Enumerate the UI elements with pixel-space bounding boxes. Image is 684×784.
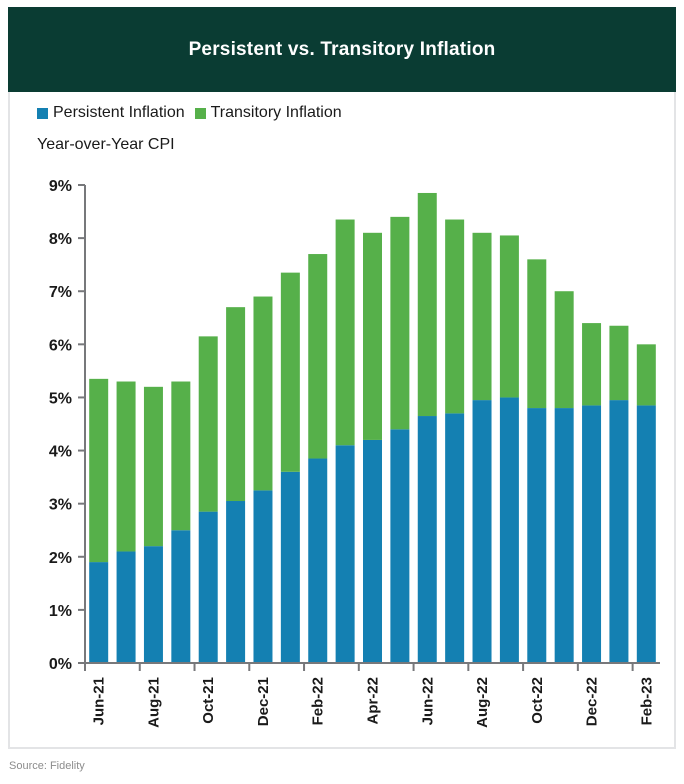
y-axis-label: 8%: [49, 231, 72, 248]
bar-persistent-segment: [417, 416, 437, 663]
stacked-bar-chart: 0% 1% 2% 3% 4% 5% 6% 7% 8% 9% Jun-21 Aug-21 Oct-21 De…: [49, 178, 660, 728]
y-axis-label: 7%: [49, 284, 72, 301]
bar-persistent-segment: [171, 530, 191, 663]
bar-transitory-segment: [472, 232, 492, 401]
bar-persistent-segment: [116, 551, 136, 663]
y-axis-label: 4%: [49, 444, 72, 461]
bar-persistent-segment: [89, 562, 109, 663]
chart-card-body: Persistent Inflation Transitory Inflatio…: [8, 92, 676, 749]
bar-transitory-segment: [280, 272, 300, 472]
legend-label-persistent: Persistent Inflation: [53, 104, 185, 121]
bar-transitory-segment: [253, 296, 273, 491]
x-axis-label: Dec-22: [584, 677, 601, 726]
legend-item-persistent: Persistent Inflation: [37, 104, 185, 122]
bar-transitory-segment: [89, 378, 109, 563]
bar-transitory-segment: [417, 192, 437, 417]
bar-transitory-segment: [554, 291, 574, 409]
chart-area: 0% 1% 2% 3% 4% 5% 6% 7% 8% 9% Jun-21 Aug-21 Oct-21 De…: [10, 158, 674, 748]
bar-persistent-segment: [335, 445, 355, 663]
bar-transitory-segment: [390, 216, 410, 430]
y-axis-label: 6%: [49, 337, 72, 354]
x-axis-label: Aug-22: [474, 677, 491, 728]
bar-persistent-segment: [499, 397, 519, 663]
bar-transitory-segment: [527, 259, 547, 409]
bar-persistent-segment: [308, 458, 328, 663]
x-axis-label: Oct-22: [529, 677, 546, 724]
legend-swatch-persistent: [37, 107, 48, 119]
bar-persistent-segment: [609, 400, 629, 663]
x-axis-label: Jun-22: [419, 677, 436, 725]
y-axis-label: 2%: [49, 550, 72, 567]
chart-card: Persistent vs. Transitory Inflation Pers…: [8, 7, 676, 749]
y-axis-label: 3%: [49, 497, 72, 514]
x-axis-label: Feb-23: [638, 677, 655, 725]
bar-transitory-segment: [636, 344, 656, 406]
bar-persistent-segment: [445, 413, 465, 663]
bar-transitory-segment: [445, 219, 465, 414]
bar-transitory-segment: [609, 325, 629, 401]
bar-transitory-segment: [143, 386, 163, 547]
bar-transitory-segment: [171, 381, 191, 531]
bar-transitory-segment: [335, 219, 355, 446]
legend: Persistent Inflation Transitory Inflatio…: [10, 102, 674, 124]
bar-persistent-segment: [636, 405, 656, 663]
y-axis-label: 9%: [49, 178, 72, 195]
bar-transitory-segment: [363, 232, 382, 440]
bar-persistent-segment: [554, 408, 574, 663]
bar-transitory-segment: [499, 235, 519, 398]
y-axis-label: 0%: [49, 656, 72, 673]
bar-persistent-segment: [527, 408, 547, 663]
y-axis-label: 1%: [49, 603, 72, 620]
bar-persistent-segment: [226, 501, 246, 663]
legend-label-transitory: Transitory Inflation: [210, 104, 342, 121]
bar-persistent-segment: [280, 471, 300, 663]
x-axis-label: Dec-21: [255, 677, 272, 726]
bar-transitory-segment: [582, 323, 602, 406]
legend-swatch-transitory: [194, 107, 206, 119]
bar-persistent-segment: [198, 511, 218, 663]
bar-transitory-segment: [308, 254, 328, 459]
x-axis-label: Aug-21: [145, 677, 162, 728]
y-axis-label: 5%: [49, 390, 72, 407]
bar-persistent-segment: [143, 546, 163, 663]
bar-persistent-segment: [363, 439, 382, 663]
x-axis-label: Feb-22: [310, 677, 327, 725]
x-axis-label: Oct-21: [200, 677, 217, 724]
legend-item-transitory: Transitory Inflation: [194, 104, 342, 122]
bar-persistent-segment: [582, 405, 602, 663]
source-note: Source: Fidelity: [9, 760, 85, 772]
bar-persistent-segment: [253, 490, 273, 663]
chart-title: Persistent vs. Transitory Inflation: [188, 38, 496, 60]
bar-transitory-segment: [226, 307, 246, 502]
bar-persistent-segment: [472, 400, 492, 663]
bar-persistent-segment: [390, 429, 410, 663]
bar-transitory-segment: [116, 381, 136, 552]
chart-subtitle: Year-over-Year CPI: [37, 136, 175, 153]
bar-transitory-segment: [198, 336, 218, 512]
x-axis-label: Apr-22: [365, 677, 382, 725]
chart-header: Persistent vs. Transitory Inflation: [8, 7, 676, 92]
x-axis-label: Jun-21: [91, 677, 108, 725]
